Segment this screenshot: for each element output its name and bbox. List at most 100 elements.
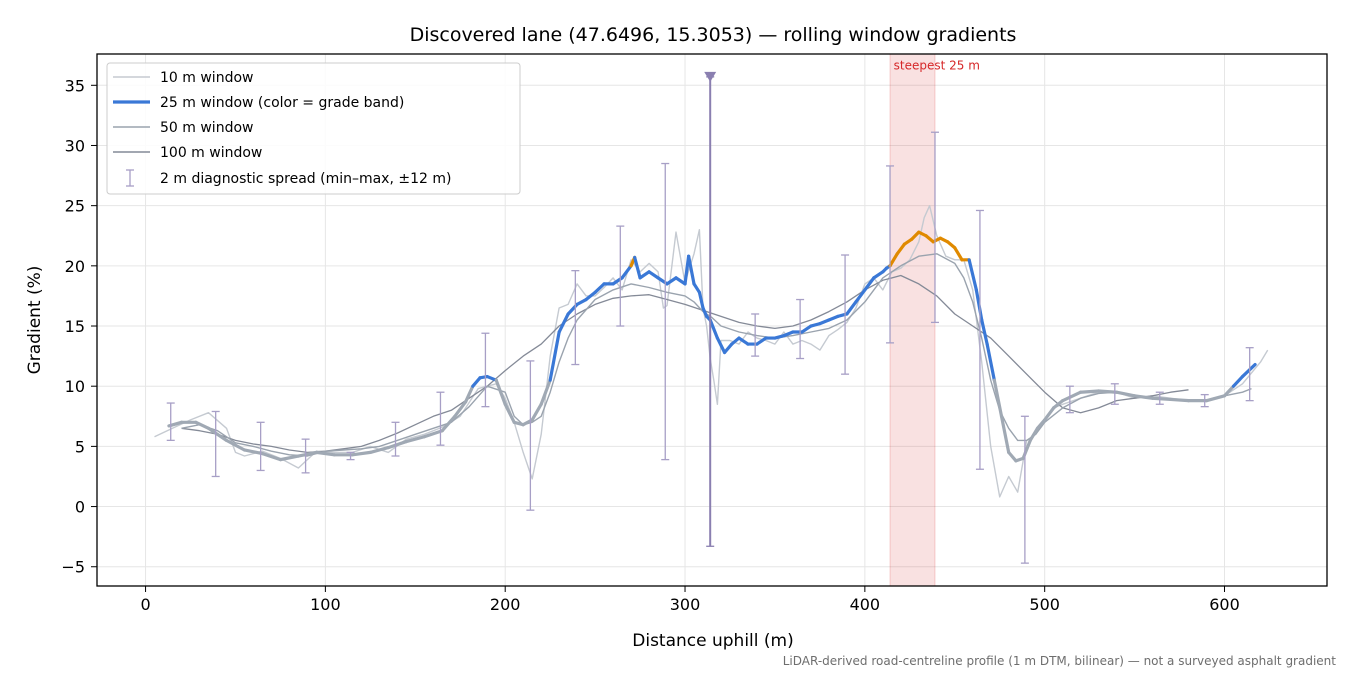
legend-swatch-spread [126, 169, 134, 187]
series-25m-segment [278, 454, 301, 462]
series-25m-segment [980, 318, 989, 346]
peak-marker [704, 71, 717, 82]
marker-layer [704, 71, 717, 82]
series-25m-segment [697, 290, 705, 310]
series-25m-segment [1097, 389, 1119, 394]
series-25m-segment [530, 402, 543, 422]
series-25m-segment [260, 452, 283, 462]
series-25m-segment [1061, 390, 1083, 403]
series-25m-segment [1052, 399, 1065, 410]
series-25m-segment [722, 342, 734, 355]
series-25m-segment [503, 402, 516, 424]
plot-frame [96, 53, 1328, 587]
series-25m-segment [494, 378, 507, 406]
series-50m-line [181, 253, 1252, 457]
series-25m-segment [782, 330, 795, 338]
series-25m-segment [368, 445, 390, 454]
series-25m-segment [737, 336, 750, 346]
x-tick-label: 0 [140, 595, 150, 614]
y-tick-label: 0 [75, 498, 85, 517]
footnote: LiDAR-derived road-centreline profile (1… [783, 654, 1337, 668]
series-25m-segment [1028, 426, 1040, 442]
grid [97, 54, 1327, 586]
series-25m-segment [1079, 389, 1101, 394]
series-25m-segment [206, 426, 229, 442]
diagnostic-spread-errorbars [166, 76, 1254, 564]
series-25m-segment [620, 264, 633, 280]
series-25m-segment [638, 270, 651, 280]
series-25m-segment [548, 330, 561, 382]
legend-label-100m: 100 m window [160, 145, 262, 161]
x-tick-label: 300 [670, 595, 701, 614]
series-25m-segment [1043, 406, 1056, 422]
series-25m-segment [471, 376, 482, 388]
steepest-annotation: steepest 25 m [894, 59, 980, 73]
series-25m-segment [1132, 394, 1155, 400]
legend-label-spread: 2 m diagnostic spread (min–max, ±12 m) [160, 171, 451, 187]
series-25m-segment [194, 420, 211, 430]
series-25m-segment [1240, 362, 1257, 379]
series-25m-segment [992, 378, 1004, 418]
series-10m-line [154, 205, 1269, 498]
series-25m-segment [953, 246, 964, 262]
series-25m-segment [593, 282, 606, 294]
y-tick-label: 5 [75, 437, 85, 456]
y-tick-label: 30 [65, 136, 85, 155]
series-25m-segment [584, 290, 597, 302]
chart-title: Discovered lane (47.6496, 15.3053) — rol… [410, 24, 1017, 46]
series-25m-segment [708, 318, 719, 340]
series-25m-segment [967, 258, 978, 292]
series-25m-segment [674, 276, 687, 286]
series-25m-segment [687, 254, 696, 286]
series-25m-segment [827, 314, 840, 322]
series-25m-segment [224, 438, 247, 452]
series-25m-segment [539, 378, 552, 406]
x-tick-label: 100 [310, 595, 341, 614]
series-25m-segment [242, 448, 265, 456]
y-axis-label: Gradient (%) [25, 266, 45, 375]
series-25m-segment [1168, 397, 1191, 403]
y-tick-label: 20 [65, 257, 85, 276]
series-25m-segment [895, 242, 907, 256]
series-25m-segment [422, 429, 444, 439]
series-25m-segment [386, 439, 408, 450]
series-25m-segment [692, 282, 702, 294]
series-25m-segment [404, 435, 426, 444]
series-25m-segment [845, 300, 858, 316]
series-25m-segment [1204, 394, 1227, 403]
series-25m-segment [888, 252, 899, 268]
series-25m-segment [863, 276, 876, 292]
axis-ticks: 0 100 200 300 400 500 600 −5 0 5 10 15 20 25 30 35 [61, 76, 1239, 614]
series-25m-segment [818, 318, 831, 326]
y-tick-label: 35 [65, 76, 85, 95]
x-tick-label: 400 [850, 595, 881, 614]
series-25m-segment [350, 450, 372, 457]
series-25m-segment [1115, 390, 1137, 398]
legend-label-10m: 10 m window [160, 70, 253, 86]
y-tick-label: 25 [65, 197, 85, 216]
legend-box [106, 62, 521, 195]
series-25m-segment [296, 450, 318, 458]
series-25m-segment [575, 297, 588, 306]
series-25m-segment [985, 342, 996, 382]
series-25m-segment [485, 374, 498, 382]
series-25m-segment [453, 400, 468, 418]
y-tick-label: 10 [65, 377, 85, 396]
legend-label-25m: 25 m window (color = grade band) [160, 95, 404, 111]
x-axis-label: Distance uphill (m) [632, 631, 793, 651]
x-tick-label: 600 [1209, 595, 1240, 614]
series-25m-segment [1035, 418, 1047, 430]
series-25m-segment [314, 450, 336, 457]
legend: 10 m window 25 m window (color = grade b… [106, 62, 521, 195]
steepest-band-rect [889, 53, 936, 587]
series-25m-segment [800, 324, 813, 334]
series-25m-segment [1150, 396, 1173, 402]
y-tick-label: 15 [65, 317, 85, 336]
series-25m-segment [557, 312, 570, 334]
series-25m-segment [1007, 450, 1018, 463]
series-25m-segment [974, 288, 984, 322]
series-25m-segment [715, 336, 727, 355]
series-25m-segment [633, 255, 642, 280]
x-tick-label: 200 [490, 595, 521, 614]
